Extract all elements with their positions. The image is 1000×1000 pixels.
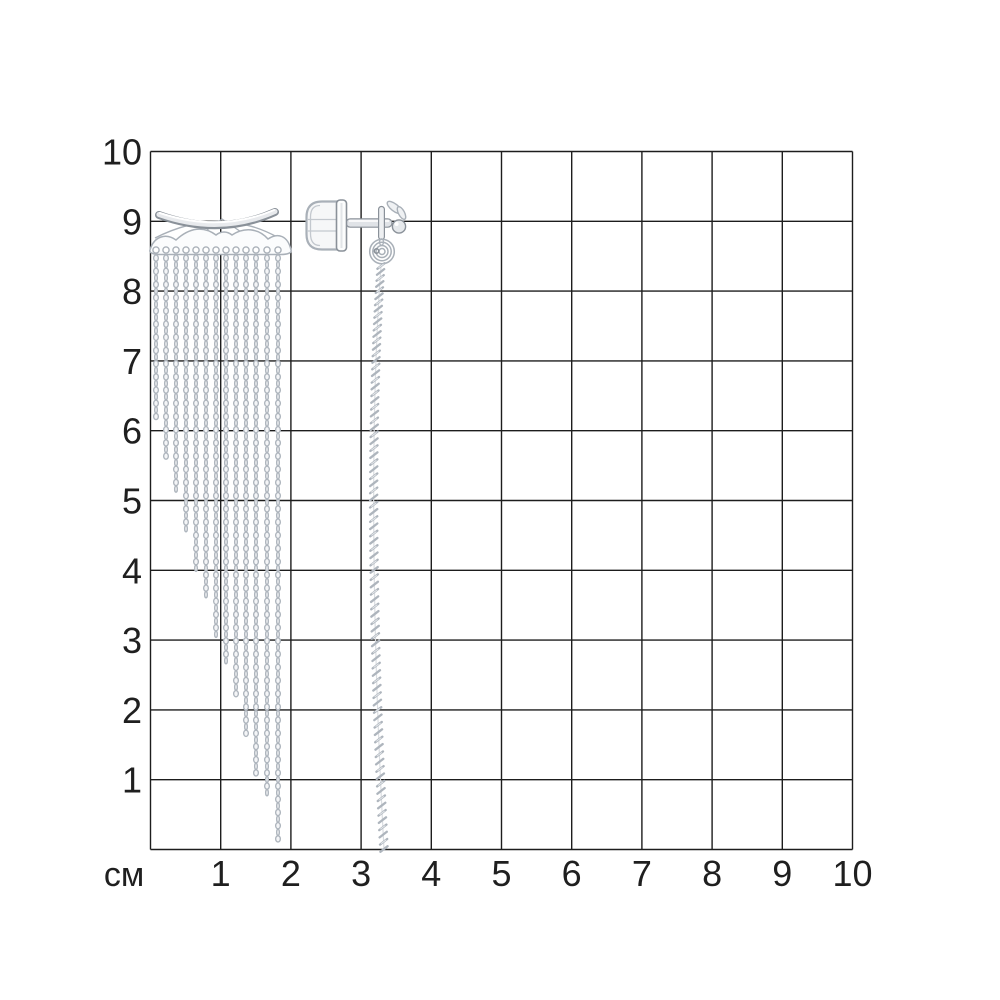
- x-axis-label: 5: [491, 853, 511, 894]
- chain-attachment-loop: [202, 246, 210, 254]
- chain-coil: [375, 244, 389, 259]
- curved-bar-highlight: [159, 209, 275, 224]
- chain-strand: [202, 246, 210, 599]
- post-flange: [378, 205, 386, 241]
- chain-strand: [182, 246, 190, 533]
- chain-strand: [232, 246, 240, 698]
- chain-attachment-loop: [263, 246, 271, 254]
- y-axis-label: 3: [122, 620, 142, 661]
- chain-attachment-loop: [172, 246, 180, 254]
- post-ball-highlight: [394, 222, 399, 226]
- chain-coil: [372, 241, 392, 262]
- left-earring-chain-fringe: [149, 208, 292, 843]
- x-axis-label: 6: [562, 853, 582, 894]
- y-axis-label: 9: [122, 201, 142, 242]
- grid: [149, 150, 854, 851]
- earrings-artwork: [149, 199, 407, 853]
- chain-attachment-loop: [232, 246, 240, 254]
- y-axis-label: 2: [122, 690, 142, 731]
- chain-strand: [242, 246, 250, 738]
- chain-coil: [378, 247, 386, 256]
- long-chain-strand: [368, 262, 389, 853]
- x-axis-label: 10: [832, 853, 872, 894]
- x-axis-label: 4: [421, 853, 441, 894]
- x-axis-label: 8: [702, 853, 722, 894]
- y-axis-label: 8: [122, 271, 142, 312]
- y-axis-label: 1: [122, 760, 142, 801]
- chain-strand: [162, 246, 170, 460]
- earring-post: [345, 218, 393, 228]
- chain-attachment-loop: [182, 246, 190, 254]
- y-axis-label: 7: [122, 341, 142, 382]
- chain-strand: [172, 246, 180, 493]
- chain-attachment-loop: [274, 246, 282, 254]
- chain-strand: [152, 246, 160, 421]
- chain-strand: [212, 246, 220, 639]
- chain-strand: [222, 246, 230, 665]
- y-axis-label: 4: [122, 550, 142, 591]
- chain-strand: [252, 246, 260, 777]
- post-ball: [391, 219, 407, 234]
- chain-coil-hook: [373, 248, 380, 254]
- curved-bar-body: [156, 209, 278, 227]
- unit-label: см: [104, 856, 144, 894]
- x-axis-label: 7: [632, 853, 652, 894]
- butterfly-wing-icon: [396, 205, 407, 221]
- chain-attachment-loop: [242, 246, 250, 254]
- chain-strand: [192, 246, 200, 573]
- x-axis-label: 1: [211, 853, 231, 894]
- axis-labels: см 10 9 8 7 6 5 4 3 2 1 1 2 3 4 5 6 7 8 9 10: [102, 132, 873, 895]
- chain-attachment-loop: [152, 246, 160, 254]
- clasp-body: [305, 200, 346, 251]
- y-axis-label: 10: [102, 132, 142, 173]
- chain-strand: [263, 246, 271, 797]
- chain-attachment-loop: [252, 246, 260, 254]
- right-earring-stud-back: [305, 199, 407, 853]
- y-axis-label: 6: [122, 411, 142, 452]
- clasp-inner-contour: [309, 204, 321, 247]
- x-axis-label: 2: [281, 853, 301, 894]
- chain-attachment-loop: [162, 246, 170, 254]
- chain-strand: [274, 246, 282, 843]
- x-axis-label: 3: [351, 853, 371, 894]
- chain-attachment-loop: [192, 246, 200, 254]
- chain-attachment-loop: [222, 246, 230, 254]
- y-axis-label: 5: [122, 481, 142, 522]
- x-axis-label: 9: [772, 853, 792, 894]
- chain-attachment-loop: [212, 246, 220, 254]
